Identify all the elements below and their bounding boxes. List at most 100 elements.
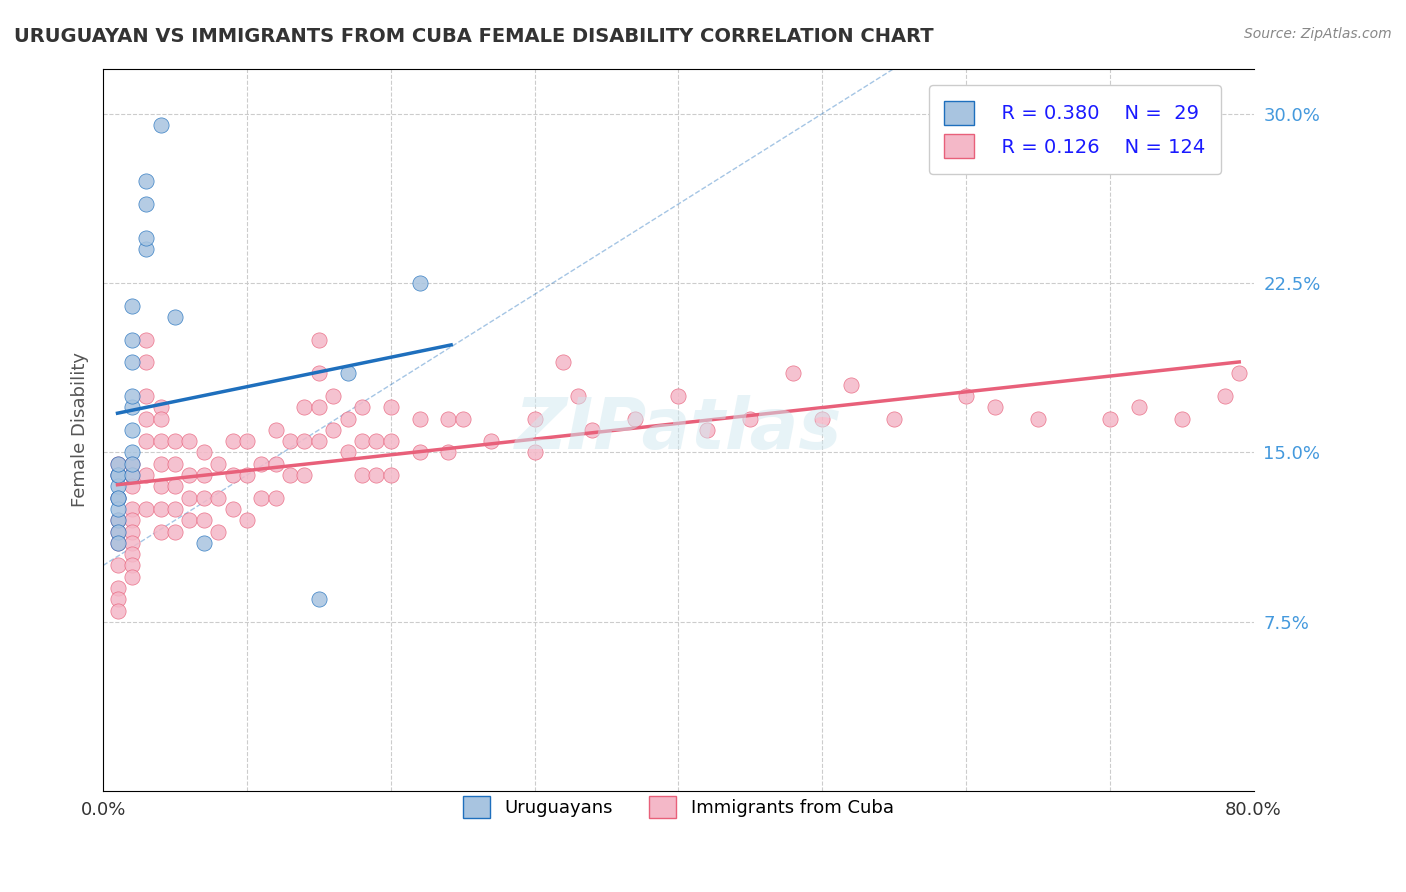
Uruguayans	[121, 389, 143, 403]
Uruguayans	[135, 174, 157, 188]
Immigrants from Cuba	[366, 468, 388, 483]
Immigrants from Cuba	[149, 502, 172, 516]
Immigrants from Cuba	[107, 457, 129, 471]
Immigrants from Cuba	[624, 411, 647, 425]
Immigrants from Cuba	[264, 423, 287, 437]
Immigrants from Cuba	[1026, 411, 1049, 425]
Immigrants from Cuba	[437, 445, 460, 459]
Immigrants from Cuba	[107, 592, 129, 607]
Uruguayans	[107, 502, 129, 516]
Immigrants from Cuba	[121, 547, 143, 561]
Immigrants from Cuba	[696, 423, 718, 437]
Uruguayans	[135, 242, 157, 256]
Immigrants from Cuba	[121, 468, 143, 483]
Uruguayans	[135, 231, 157, 245]
Immigrants from Cuba	[839, 377, 862, 392]
Immigrants from Cuba	[179, 491, 201, 505]
Immigrants from Cuba	[193, 445, 215, 459]
Immigrants from Cuba	[149, 411, 172, 425]
Immigrants from Cuba	[581, 423, 603, 437]
Uruguayans	[149, 118, 172, 132]
Immigrants from Cuba	[107, 513, 129, 527]
Immigrants from Cuba	[179, 468, 201, 483]
Uruguayans	[107, 536, 129, 550]
Uruguayans	[121, 355, 143, 369]
Immigrants from Cuba	[149, 524, 172, 539]
Uruguayans	[121, 423, 143, 437]
Immigrants from Cuba	[149, 457, 172, 471]
Immigrants from Cuba	[221, 434, 243, 449]
Immigrants from Cuba	[193, 513, 215, 527]
Immigrants from Cuba	[782, 367, 804, 381]
Immigrants from Cuba	[107, 524, 129, 539]
Immigrants from Cuba	[179, 513, 201, 527]
Immigrants from Cuba	[236, 513, 259, 527]
Immigrants from Cuba	[221, 502, 243, 516]
Immigrants from Cuba	[811, 411, 834, 425]
Immigrants from Cuba	[107, 581, 129, 595]
Immigrants from Cuba	[1213, 389, 1236, 403]
Immigrants from Cuba	[308, 434, 330, 449]
Immigrants from Cuba	[107, 491, 129, 505]
Immigrants from Cuba	[1227, 367, 1250, 381]
Immigrants from Cuba	[523, 445, 546, 459]
Immigrants from Cuba	[236, 434, 259, 449]
Immigrants from Cuba	[308, 367, 330, 381]
Immigrants from Cuba	[107, 558, 129, 573]
Immigrants from Cuba	[336, 445, 359, 459]
Immigrants from Cuba	[107, 536, 129, 550]
Immigrants from Cuba	[523, 411, 546, 425]
Legend: Uruguayans, Immigrants from Cuba: Uruguayans, Immigrants from Cuba	[456, 789, 901, 826]
Immigrants from Cuba	[179, 434, 201, 449]
Uruguayans	[121, 445, 143, 459]
Immigrants from Cuba	[121, 570, 143, 584]
Immigrants from Cuba	[163, 502, 186, 516]
Immigrants from Cuba	[380, 401, 402, 415]
Uruguayans	[107, 491, 129, 505]
Immigrants from Cuba	[322, 423, 344, 437]
Immigrants from Cuba	[193, 468, 215, 483]
Immigrants from Cuba	[163, 457, 186, 471]
Immigrants from Cuba	[264, 457, 287, 471]
Immigrants from Cuba	[207, 491, 229, 505]
Immigrants from Cuba	[135, 502, 157, 516]
Immigrants from Cuba	[149, 434, 172, 449]
Immigrants from Cuba	[1098, 411, 1121, 425]
Immigrants from Cuba	[278, 434, 301, 449]
Uruguayans	[336, 367, 359, 381]
Immigrants from Cuba	[149, 401, 172, 415]
Immigrants from Cuba	[278, 468, 301, 483]
Uruguayans	[408, 276, 430, 290]
Immigrants from Cuba	[207, 457, 229, 471]
Uruguayans	[121, 401, 143, 415]
Immigrants from Cuba	[481, 434, 503, 449]
Immigrants from Cuba	[294, 434, 316, 449]
Uruguayans	[107, 513, 129, 527]
Uruguayans	[107, 457, 129, 471]
Immigrants from Cuba	[121, 502, 143, 516]
Uruguayans	[121, 299, 143, 313]
Immigrants from Cuba	[135, 333, 157, 347]
Immigrants from Cuba	[336, 411, 359, 425]
Immigrants from Cuba	[380, 468, 402, 483]
Text: ZIPatlas: ZIPatlas	[515, 395, 842, 465]
Immigrants from Cuba	[350, 401, 373, 415]
Uruguayans	[121, 468, 143, 483]
Immigrants from Cuba	[322, 389, 344, 403]
Immigrants from Cuba	[135, 468, 157, 483]
Immigrants from Cuba	[308, 333, 330, 347]
Immigrants from Cuba	[955, 389, 977, 403]
Immigrants from Cuba	[149, 479, 172, 493]
Immigrants from Cuba	[437, 411, 460, 425]
Immigrants from Cuba	[350, 468, 373, 483]
Immigrants from Cuba	[121, 479, 143, 493]
Immigrants from Cuba	[264, 491, 287, 505]
Immigrants from Cuba	[308, 401, 330, 415]
Immigrants from Cuba	[294, 401, 316, 415]
Immigrants from Cuba	[121, 536, 143, 550]
Immigrants from Cuba	[366, 434, 388, 449]
Immigrants from Cuba	[1170, 411, 1192, 425]
Uruguayans	[163, 310, 186, 324]
Immigrants from Cuba	[121, 457, 143, 471]
Immigrants from Cuba	[250, 491, 273, 505]
